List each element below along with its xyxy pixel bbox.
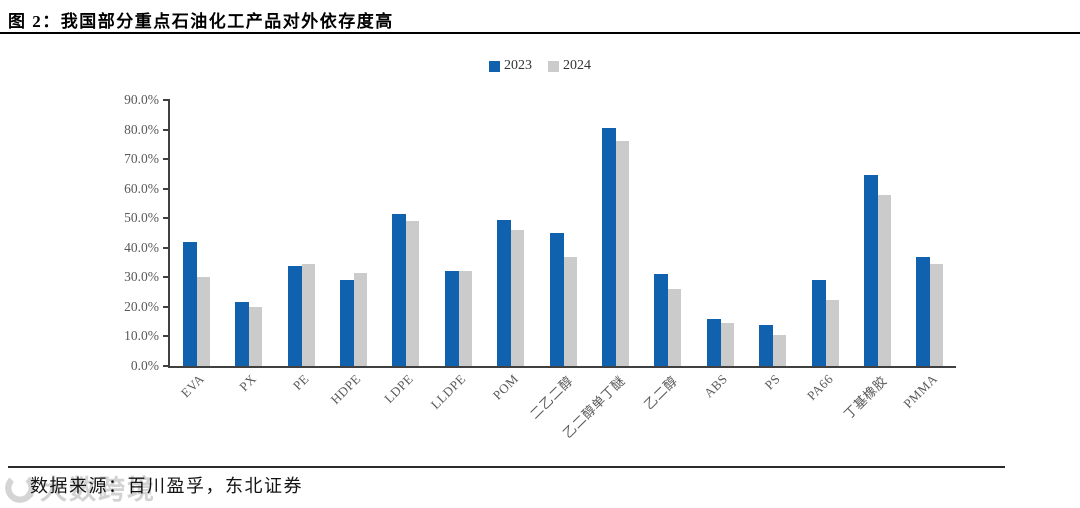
bar-group-EVA: EVA — [170, 100, 222, 400]
bar-group-POM: POM — [484, 100, 536, 403]
bar-2024-PMMA — [930, 264, 944, 366]
bar-2023-LDPE — [392, 213, 407, 366]
bar-2024-ABS — [720, 323, 734, 366]
bar-group-LDPE: LDPE — [380, 100, 432, 406]
x-axis-label-HDPE: HDPE — [327, 371, 365, 408]
bar-2023-丁基橡胶 — [863, 175, 878, 366]
x-axis-label-丁基橡胶: 丁基橡胶 — [841, 373, 891, 422]
chart-legend: 2023 2024 — [0, 58, 1080, 74]
y-axis-tick-label-20.0%: 20.0% — [124, 298, 159, 314]
bar-2024-LDPE — [406, 221, 420, 366]
x-axis-label-PE: PE — [289, 371, 312, 394]
x-axis-label-POM: POM — [489, 371, 522, 403]
y-axis-tick — [163, 365, 170, 367]
y-axis-tick-label-30.0%: 30.0% — [124, 269, 159, 285]
bar-group-PE: PE — [275, 100, 327, 393]
bar-group-PS: PS — [746, 100, 798, 393]
x-axis-label-乙二醇: 乙二醇 — [641, 373, 681, 413]
bar-2024-乙二醇 — [668, 289, 682, 366]
y-axis-tick-label-40.0%: 40.0% — [124, 239, 159, 255]
data-source: 数据来源：百川盈孚，东北证券 — [30, 476, 303, 496]
bar-group-PA66: PA66 — [799, 100, 851, 403]
bar-2024-二乙二醇 — [563, 256, 577, 366]
legend-label-2024: 2024 — [563, 58, 591, 73]
bar-2024-HDPE — [353, 272, 367, 366]
bar-group-乙二醇: 乙二醇 — [641, 100, 694, 412]
y-axis-tick — [163, 217, 170, 220]
y-axis-tick-label-90.0%: 90.0% — [124, 92, 159, 107]
y-axis-tick-label-50.0%: 50.0% — [124, 210, 159, 226]
bar-2024-PE — [301, 264, 315, 366]
x-axis-label-二乙二醇: 二乙二醇 — [526, 373, 576, 422]
bar-2024-POM — [511, 230, 525, 366]
x-axis-label-LLDPE: LLDPE — [427, 371, 469, 412]
legend-swatch-2024 — [548, 60, 559, 72]
bar-group-ABS: ABS — [694, 100, 746, 401]
y-axis-tick — [163, 99, 170, 101]
bar-2024-PA66 — [825, 299, 839, 366]
bar-2023-乙二醇 — [654, 274, 669, 366]
bar-group-LLDPE: LLDPE — [428, 100, 484, 412]
y-axis-tick-label-60.0%: 60.0% — [124, 180, 159, 196]
y-axis-tick-label-70.0%: 70.0% — [124, 151, 159, 167]
bar-2024-PS — [773, 334, 787, 366]
y-axis-tick — [163, 187, 170, 190]
bar-2023-PS — [759, 324, 774, 366]
bar-2024-PX — [249, 306, 263, 366]
title-divider — [0, 32, 1080, 34]
watermark-logo-icon — [5, 472, 35, 503]
bar-group-HDPE: HDPE — [327, 100, 379, 407]
bar-2023-PE — [287, 265, 302, 366]
bar-2023-二乙二醇 — [549, 233, 564, 366]
bar-2024-EVA — [196, 277, 210, 366]
bar-2023-PX — [235, 302, 250, 366]
watermark: 大数跨境 — [2, 468, 156, 507]
x-axis-label-ABS: ABS — [701, 371, 731, 401]
legend-item-2024: 2024 — [548, 58, 591, 74]
bar-group-二乙二醇: 二乙二醇 — [527, 100, 589, 422]
bar-2023-EVA — [182, 241, 197, 366]
legend-swatch-2023 — [489, 60, 500, 72]
bar-group-PMMA: PMMA — [900, 100, 956, 411]
y-axis-tick-label-0.0%: 0.0% — [130, 358, 159, 373]
bar-chart-plot-area: 90.0% 80.0% 70.0% 60.0% 50.0% 40.0% 30.0% 20.0%… — [124, 92, 956, 441]
bar-groups: EVA PX PE HDPE LDPE LLDPE POM 二乙二醇 乙二醇单丁醚 乙二醇 ABS P… — [170, 100, 956, 441]
footer-divider — [8, 466, 1005, 468]
bar-2023-POM — [497, 219, 512, 366]
y-axis-tick — [163, 335, 170, 338]
bar-2024-LLDPE — [458, 271, 472, 366]
bar-group-丁基橡胶: 丁基橡胶 — [841, 100, 903, 422]
legend-item-2023: 2023 — [489, 58, 532, 74]
bar-2023-乙二醇单丁醚 — [601, 128, 616, 366]
y-axis-tick — [163, 128, 170, 131]
bar-2023-PMMA — [916, 256, 931, 366]
y-axis-tick — [163, 305, 170, 308]
bar-2024-丁基橡胶 — [877, 194, 891, 366]
y-axis-tick-label-80.0%: 80.0% — [124, 121, 159, 137]
bar-2023-ABS — [706, 318, 721, 366]
legend-label-2023: 2023 — [504, 58, 532, 73]
watermark-text: 大数跨境 — [40, 475, 156, 505]
x-axis-label-LDPE: LDPE — [381, 371, 417, 407]
bar-group-PX: PX — [222, 100, 274, 394]
y-axis-tick — [163, 246, 170, 249]
bar-2024-乙二醇单丁醚 — [615, 141, 629, 366]
bar-2023-HDPE — [339, 280, 354, 366]
x-axis-label-PA66: PA66 — [803, 371, 836, 404]
bar-2023-PA66 — [811, 280, 826, 366]
x-axis-label-PMMA: PMMA — [900, 371, 941, 412]
x-axis-label-PX: PX — [236, 371, 260, 395]
bar-2023-LLDPE — [444, 271, 459, 366]
x-axis-label-PS: PS — [761, 371, 784, 393]
y-axis-tick-label-10.0%: 10.0% — [124, 328, 159, 344]
y-axis-tick — [163, 158, 170, 161]
figure-title: 图 2：我国部分重点石油化工产品对外依存度高 — [8, 12, 394, 31]
x-axis-label-EVA: EVA — [177, 371, 207, 401]
bar-group-乙二醇单丁醚: 乙二醇单丁醚 — [560, 100, 641, 441]
y-axis-tick — [163, 276, 170, 279]
